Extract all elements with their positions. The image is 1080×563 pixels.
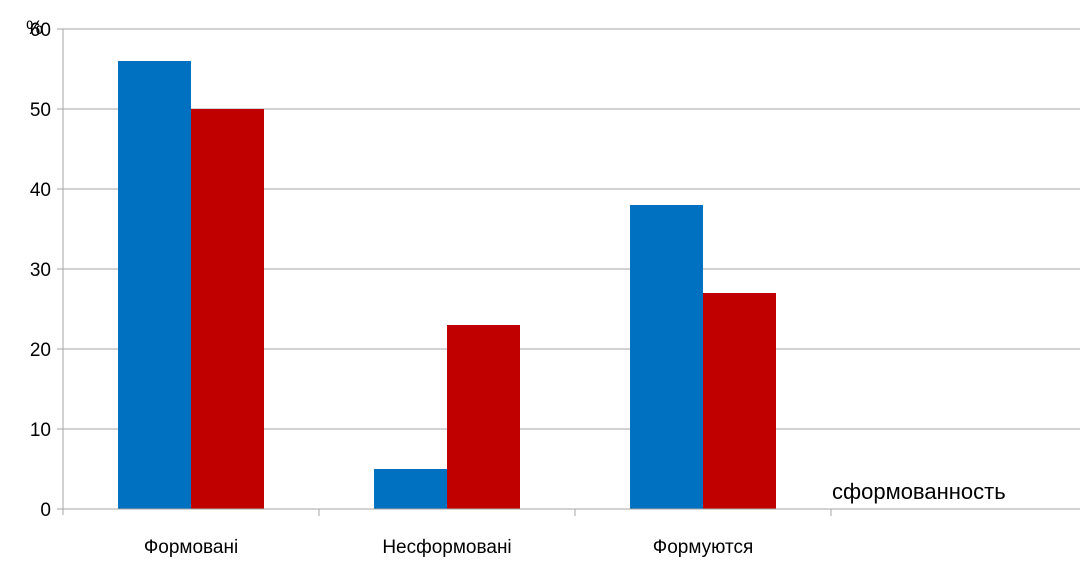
bar-2-1 [191,109,264,509]
y-tick-label: 40 [30,180,51,201]
y-tick-label: 10 [30,420,51,441]
x-axis-title: сформованность [832,479,1006,504]
bar-2-3 [703,293,776,509]
x-category-label: Формовані [144,537,238,558]
axes: 0 10 20 30 40 50 60 Формовані Несформовані Формую… [30,20,1080,558]
bar-2-2 [447,325,520,509]
bar-1-2 [374,469,447,509]
labels: % сформованность [26,18,1006,504]
bars [118,61,776,509]
y-tick-label: 20 [30,340,51,361]
y-tick-label: 0 [40,500,51,521]
y-axis-title: % [26,18,43,39]
x-category-label: Формуются [653,537,753,558]
x-category-label: Несформовані [382,537,511,558]
y-tick-label: 50 [30,100,51,121]
bar-1-3 [630,205,703,509]
y-tick-label: 60 [30,20,51,41]
bar-1-1 [118,61,191,509]
y-tick-label: 30 [30,260,51,281]
